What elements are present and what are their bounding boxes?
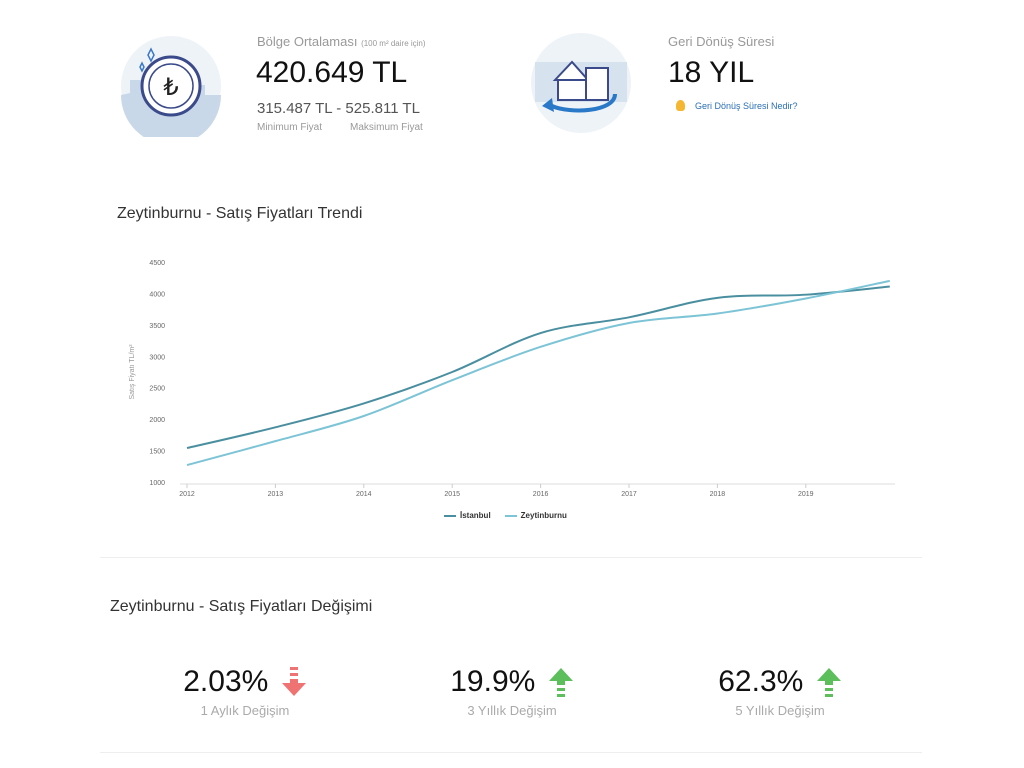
change-label: 3 Yıllık Değişim bbox=[467, 703, 557, 718]
y-tick-label: 1500 bbox=[149, 449, 165, 456]
section-divider-bottom bbox=[100, 752, 922, 753]
y-tick-label: 1000 bbox=[149, 480, 165, 487]
series-line-istanbul bbox=[186, 285, 890, 450]
change-label: 5 Yıllık Değişim bbox=[735, 703, 825, 718]
x-tick-label: 2017 bbox=[621, 491, 637, 498]
trend-title: Zeytinburnu - Satış Fiyatları Trendi bbox=[117, 205, 363, 222]
y-tick-label: 2000 bbox=[149, 417, 165, 424]
arrow-up-icon bbox=[816, 668, 841, 697]
trend-chart: 1000 1500 2000 2500 3000 3500 4000 4500 2012 2013… bbox=[129, 260, 895, 498]
change-label: 1 Aylık Değişim bbox=[200, 703, 290, 718]
y-tick-label: 4000 bbox=[149, 291, 165, 298]
chart-legend: İstanbul Zeytinburnu bbox=[444, 511, 567, 520]
x-tick-label: 2013 bbox=[268, 491, 284, 498]
range-separator: - bbox=[336, 100, 342, 117]
payback-info-link[interactable]: Geri Dönüş Süresi Nedir? bbox=[670, 100, 798, 111]
region-avg-value: 420.649 TL bbox=[256, 56, 408, 89]
x-tick-label: 2018 bbox=[710, 491, 726, 498]
region-avg-note: (100 m² daire için) bbox=[361, 39, 426, 48]
payback-info-text: Geri Dönüş Süresi Nedir? bbox=[695, 100, 798, 111]
lightbulb-icon bbox=[676, 100, 685, 111]
max-price: 525.811 TL bbox=[345, 100, 420, 117]
change-value: 62.3% bbox=[718, 665, 804, 698]
x-tick-label: 2016 bbox=[533, 491, 549, 498]
x-tick-label: 2014 bbox=[356, 491, 372, 498]
y-tick-label: 3500 bbox=[149, 323, 165, 330]
change-5-year: 62.3% 5 Yıllık Değişim bbox=[660, 665, 900, 718]
x-tick-label: 2012 bbox=[179, 491, 195, 498]
legend-item-istanbul[interactable]: İstanbul bbox=[444, 511, 491, 520]
svg-text:₺: ₺ bbox=[163, 74, 178, 101]
arrow-up-icon bbox=[548, 668, 573, 697]
y-tick-label: 3000 bbox=[149, 354, 165, 361]
arrow-down-icon bbox=[281, 667, 306, 696]
min-price: 315.487 TL bbox=[257, 100, 333, 117]
min-price-label: Minimum Fiyat bbox=[257, 122, 323, 133]
series-line-zeytinburnu bbox=[186, 279, 890, 466]
y-axis-label: Satış Fiyatı TL/m² bbox=[129, 344, 136, 400]
lira-coin-icon: ₺ bbox=[121, 36, 221, 137]
payback-value: 18 YIL bbox=[668, 56, 755, 89]
payback-label: Geri Dönüş Süresi bbox=[668, 34, 775, 49]
x-tick-label: 2015 bbox=[444, 491, 460, 498]
house-return-icon bbox=[531, 33, 631, 133]
change-value: 2.03% bbox=[183, 665, 269, 698]
region-avg-label: Bölge Ortalaması bbox=[257, 34, 358, 49]
legend-item-zeytinburnu[interactable]: Zeytinburnu bbox=[504, 511, 567, 520]
change-3-year: 19.9% 3 Yıllık Değişim bbox=[392, 665, 632, 718]
change-value: 19.9% bbox=[450, 665, 536, 698]
change-1-month: 2.03% 1 Aylık Değişim bbox=[125, 665, 365, 718]
section-divider bbox=[100, 557, 922, 558]
y-tick-label: 2500 bbox=[149, 386, 165, 393]
max-price-label: Maksimum Fiyat bbox=[350, 122, 423, 133]
y-tick-label: 4500 bbox=[149, 260, 165, 267]
change-title: Zeytinburnu - Satış Fiyatları Değişimi bbox=[110, 598, 373, 615]
x-tick-label: 2019 bbox=[798, 491, 814, 498]
